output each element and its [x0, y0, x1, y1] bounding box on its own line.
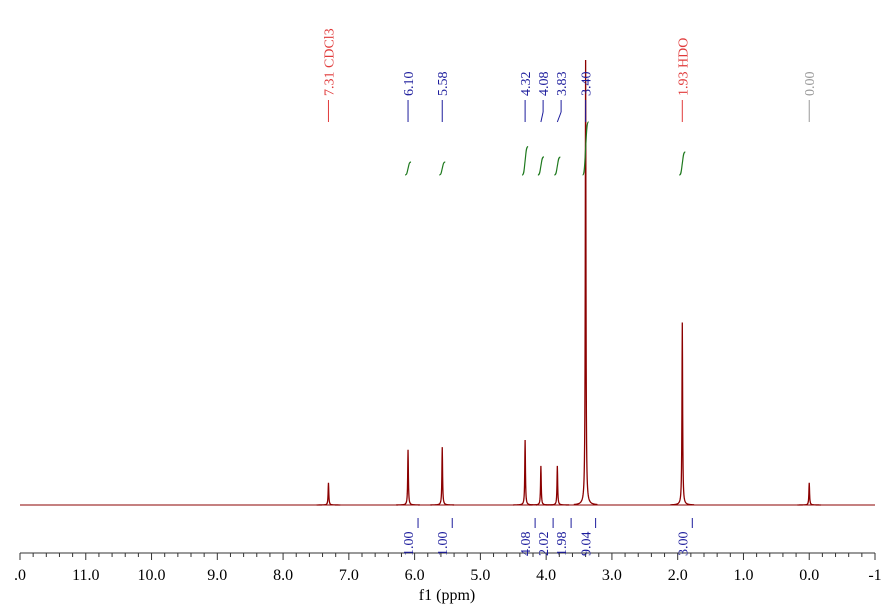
integral-curve: [521, 146, 529, 176]
x-tick-label: 1.0: [733, 567, 753, 584]
peak-label: 4.08: [537, 72, 552, 97]
peak-label: 1.93 HDO: [676, 38, 691, 96]
integral-curve: [404, 161, 412, 176]
peak-label: 3.40: [580, 72, 595, 97]
integral-label: 1.00: [402, 532, 417, 557]
integral-label: 1.98: [555, 532, 570, 557]
x-tick-label: 8.0: [273, 567, 293, 584]
label-connector: [540, 111, 544, 123]
peak: [670, 322, 695, 506]
label-connector: [556, 111, 562, 123]
integral-curve: [537, 156, 545, 176]
x-tick-label: 3.0: [602, 567, 622, 584]
x-tick-label: 6.0: [405, 567, 425, 584]
peak: [573, 59, 598, 506]
peak: [545, 465, 570, 506]
x-axis-label: f1 (ppm): [419, 587, 475, 604]
integral-curve: [582, 121, 589, 176]
x-tick-label: 0.0: [799, 567, 819, 584]
peak: [430, 447, 455, 506]
peak-label: 4.32: [519, 72, 534, 97]
integral-curve: [679, 151, 686, 176]
peak-label: 7.31 CDCl3: [322, 28, 337, 96]
x-tick-label: 7.0: [339, 567, 359, 584]
integral-label: 1.00: [436, 532, 451, 557]
peak: [316, 482, 341, 506]
x-tick-label: 4.0: [536, 567, 556, 584]
x-tick-label: .0: [14, 567, 26, 584]
integral-label: 9.04: [580, 532, 595, 557]
integral-label: 4.08: [519, 532, 534, 557]
peak: [529, 465, 553, 506]
integral-label: 3.00: [676, 532, 691, 557]
integral-label: 2.02: [537, 532, 552, 557]
peak-label: 5.58: [436, 72, 451, 97]
peak: [396, 449, 420, 506]
peak: [513, 440, 537, 506]
integral-curve: [554, 156, 561, 176]
x-tick-label: -1: [868, 567, 881, 584]
x-tick-label: 11.0: [72, 567, 99, 584]
x-tick-label: 2.0: [668, 567, 688, 584]
x-tick-label: 9.0: [207, 567, 227, 584]
peak: [797, 482, 822, 506]
x-tick-label: 5.0: [470, 567, 490, 584]
peak-label: 6.10: [402, 72, 417, 97]
peak-label: 0.00: [803, 72, 818, 97]
peak-label: 3.83: [555, 72, 570, 97]
integral-curve: [439, 161, 446, 176]
x-tick-label: 10.0: [138, 567, 166, 584]
